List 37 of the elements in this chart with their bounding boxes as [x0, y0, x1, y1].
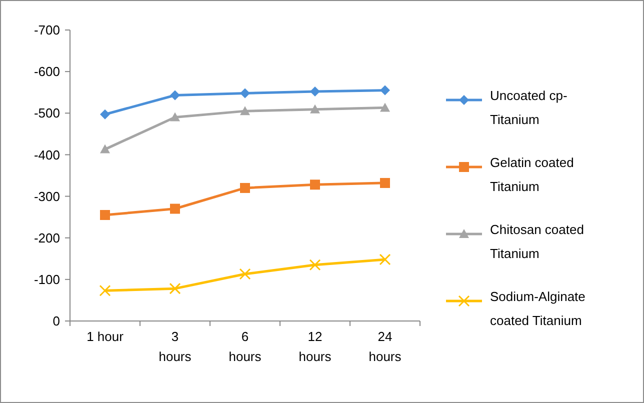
x-tick-label: 6 hours — [228, 329, 262, 364]
y-tick-label: -300 — [34, 188, 60, 204]
point — [99, 284, 111, 296]
y-tick-label: 0 — [52, 314, 60, 329]
point — [380, 178, 390, 188]
point — [170, 112, 180, 122]
y-tick-label: -500 — [34, 106, 60, 121]
y-tick-label: -400 — [34, 147, 60, 162]
x-tick-label: 12 hours — [298, 329, 332, 364]
legend-label: Sodium-Alginate coated Titanium — [490, 289, 586, 328]
y-tick-label: -700 — [34, 22, 60, 38]
x-tick-label: 24 hours — [368, 329, 402, 364]
legend-label: Uncoated cp-Titanium — [490, 88, 568, 127]
point — [240, 106, 250, 116]
point — [240, 88, 250, 98]
point — [310, 180, 320, 190]
x-tick-label: 1 hour — [86, 329, 124, 344]
point — [239, 268, 251, 280]
point — [309, 259, 321, 271]
point — [380, 85, 390, 96]
point — [169, 282, 181, 294]
point — [310, 86, 320, 97]
legend-label: Chitosan coated Titanium — [490, 222, 584, 261]
point — [240, 182, 250, 193]
point — [100, 109, 110, 120]
point — [379, 254, 391, 266]
legend-label: Gelatin coated Titanium — [490, 155, 574, 194]
y-tick-label: -100 — [34, 272, 60, 287]
point — [100, 210, 110, 220]
point — [310, 104, 320, 114]
x-tick-label: 3 hours — [158, 329, 192, 364]
point — [100, 144, 110, 154]
point — [380, 102, 390, 112]
point — [170, 204, 180, 214]
point — [170, 90, 180, 100]
y-tick-label: -200 — [34, 230, 60, 246]
y-tick-label: -600 — [34, 64, 60, 80]
